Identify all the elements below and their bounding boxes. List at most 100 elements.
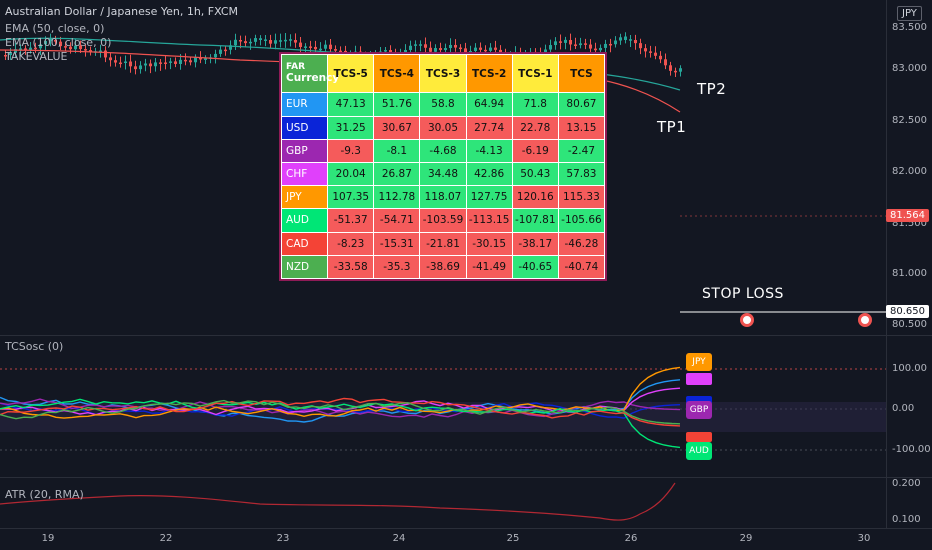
candle-body [169,61,172,63]
candle-body [244,41,247,44]
strength-value-cell: 47.13 [327,92,375,117]
tcs-tick: -100.00 [892,444,931,455]
candle-body [44,41,47,45]
cad-end-marker [686,432,712,442]
column-header: TCS-3 [419,53,467,94]
time-tick: 29 [739,533,753,544]
candle-body [384,50,387,52]
tcs-axis[interactable] [886,336,932,477]
candle-body [199,57,202,60]
pane-separator[interactable] [0,335,932,336]
tcs-oscillator-title[interactable]: TCSosc (0) [5,340,64,353]
gbp-end-label: GBP [686,401,712,419]
atr-tick: 0.100 [892,514,921,525]
atr-tick: 0.200 [892,478,921,489]
candle-body [494,47,497,50]
strength-value-cell: -51.37 [327,208,375,233]
candle-body [204,58,207,60]
time-tick: 24 [392,533,406,544]
candle-body [319,48,322,51]
price-axis[interactable]: JPY [886,0,932,335]
alert-marker-icon[interactable] [740,313,754,327]
strength-value-cell: -38.69 [419,254,467,280]
atr-pane[interactable]: ATR (20, RMA) [0,478,886,528]
main-chart-pane[interactable]: Australian Dollar / Japanese Yen, 1h, FX… [0,0,886,335]
table-row: USD 31.25 30.67 30.05 27.74 22.78 13.15 [280,115,606,140]
candle-body [614,40,617,45]
candle-body [444,48,447,51]
currency-badge[interactable]: JPY [897,6,922,21]
candle-body [589,44,592,49]
stop-price-badge: 80.650 [886,305,929,318]
strength-value-cell: 50.43 [511,161,559,187]
candle-body [479,47,482,50]
candle-body [219,49,222,54]
currency-header-cell: FAR Currency [280,53,339,94]
candle-body [124,61,127,64]
strength-value-cell: -105.66 [557,208,606,233]
candle-body [139,65,142,70]
strength-value-cell: 27.74 [465,115,513,140]
strength-value-cell: -6.19 [511,138,559,163]
candle-body [629,39,632,41]
candle-body [434,48,437,52]
strength-value-cell: -35.3 [373,254,421,280]
ema-100-legend[interactable]: EMA (100, close, 0) [5,36,112,49]
oscillator-line-nzd [0,399,681,425]
tp2-annotation: TP2 [697,80,727,98]
candle-body [59,41,62,47]
candle-body [19,48,22,50]
candle-body [144,63,147,66]
candle-body [609,43,612,46]
price-tick: 82.500 [892,115,927,126]
pane-separator[interactable] [0,477,932,478]
strength-value-cell: 107.35 [327,185,375,210]
atr-chart [0,482,676,521]
strength-value-cell: 31.25 [327,115,375,140]
atr-axis[interactable] [886,478,932,528]
candle-body [389,50,392,53]
table-row: CHF 20.04 26.87 34.48 42.86 50.43 57.83 [280,161,606,187]
candle-body [564,39,567,43]
takevalue-legend[interactable]: TAKEVALUE [5,50,68,63]
candle-body [594,48,597,51]
tp1-annotation: TP1 [657,118,687,136]
candle-body [484,49,487,52]
candle-body [429,47,432,52]
strength-value-cell: 22.78 [511,115,559,140]
strength-value-cell: 26.87 [373,161,421,187]
candle-body [174,61,177,64]
strength-value-cell: -107.81 [511,208,559,233]
strength-value-cell: 80.67 [557,92,606,117]
table-row: EUR 47.13 51.76 58.8 64.94 71.8 80.67 [280,92,606,117]
candle-body [404,49,407,54]
candle-body [294,40,297,43]
candle-body [254,38,257,42]
tcs-oscillator-pane[interactable]: TCSosc (0) JPY GBP AUD [0,336,886,477]
candle-body [284,39,287,42]
atr-title[interactable]: ATR (20, RMA) [5,488,84,501]
currency-cell: CAD [280,231,329,256]
strength-value-cell: -40.65 [511,254,559,280]
candle-body [584,43,587,45]
candle-body [624,36,627,40]
alert-marker-icon[interactable] [858,313,872,327]
strength-value-cell: -46.28 [557,231,606,256]
strength-value-cell: 51.76 [373,92,421,117]
strength-value-cell: -15.31 [373,231,421,256]
candle-body [419,44,422,46]
candle-body [464,48,467,53]
candle-body [49,38,52,42]
candle-body [34,47,37,50]
strength-value-cell: -33.58 [327,254,375,280]
jpy-end-label: JPY [686,353,712,371]
symbol-title[interactable]: Australian Dollar / Japanese Yen, 1h, FX… [5,5,239,18]
candle-body [659,55,662,60]
usd-end-marker [686,396,712,404]
candle-body [229,45,232,50]
ema-50-legend[interactable]: EMA (50, close, 0) [5,22,105,35]
time-axis[interactable] [0,529,932,550]
candle-body [104,50,107,58]
time-tick: 19 [41,533,55,544]
price-tick: 83.000 [892,63,927,74]
